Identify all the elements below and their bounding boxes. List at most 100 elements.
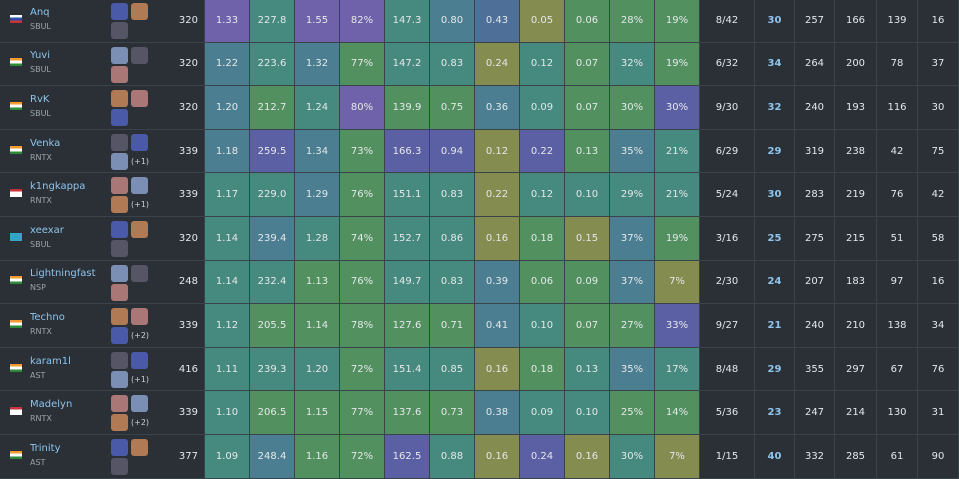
stat-cell: 0.71 bbox=[430, 304, 475, 347]
stat-cell: 1.32 bbox=[295, 42, 340, 86]
stat-cell: 0.83 bbox=[430, 173, 475, 216]
stat-cell: 139.9 bbox=[385, 86, 430, 129]
stat-cell: 29 bbox=[755, 129, 795, 173]
stat-cell: 0.36 bbox=[475, 86, 520, 129]
stat-cell: 30 bbox=[755, 0, 795, 42]
player-name: RvK bbox=[30, 93, 50, 105]
stat-cell: 75 bbox=[918, 129, 959, 173]
stat-cell: 285 bbox=[835, 435, 877, 478]
stat-cell: 72% bbox=[340, 435, 385, 478]
stat-cell: 51 bbox=[877, 217, 918, 260]
stat-cell: 0.15 bbox=[565, 217, 610, 260]
stat-cell: 0.06 bbox=[520, 260, 565, 304]
stat-cell: 19% bbox=[655, 0, 700, 42]
stat-cell: 0.94 bbox=[430, 129, 475, 173]
stat-cell: 0.10 bbox=[565, 173, 610, 216]
agent-icon bbox=[131, 439, 148, 456]
stat-cell: 35% bbox=[610, 129, 655, 173]
stat-cell: 61 bbox=[877, 435, 918, 478]
stat-cell: 1.15 bbox=[295, 391, 340, 434]
table-row: Madelyn RNTX (+2) 339 1.10 206.5 1.15 77% 137.6 0… bbox=[0, 391, 959, 435]
team-name: SBUL bbox=[30, 108, 51, 118]
agent-extra: (+2) bbox=[131, 331, 150, 341]
stat-cell: 0.09 bbox=[565, 260, 610, 304]
stat-cell: 0.80 bbox=[430, 0, 475, 42]
agent-icon bbox=[131, 351, 148, 369]
stat-cell: 320 bbox=[163, 42, 205, 86]
stat-cell: 29% bbox=[610, 173, 655, 216]
stat-cell: 0.85 bbox=[430, 347, 475, 391]
stat-cell: 210 bbox=[835, 304, 877, 347]
stat-cell: 90 bbox=[918, 435, 959, 478]
stat-cell: 21% bbox=[655, 129, 700, 173]
flag-icon bbox=[10, 101, 22, 110]
agent-extra: (+1) bbox=[131, 374, 150, 384]
stat-cell: 1.34 bbox=[295, 129, 340, 173]
stat-cell: 7% bbox=[655, 260, 700, 304]
stat-cell: 58 bbox=[918, 217, 959, 260]
team-name: SBUL bbox=[30, 21, 51, 31]
stat-cell: 1.18 bbox=[205, 129, 250, 173]
stat-cell: 1.12 bbox=[205, 304, 250, 347]
stat-cell: 16 bbox=[918, 260, 959, 304]
agent-icon bbox=[131, 90, 148, 108]
stat-cell: 8/42 bbox=[700, 0, 755, 42]
stat-cell: 19% bbox=[655, 42, 700, 86]
stat-cell: 40 bbox=[755, 435, 795, 478]
agent-icon bbox=[111, 133, 128, 151]
stat-cell: 27% bbox=[610, 304, 655, 347]
agent-icon bbox=[111, 177, 128, 195]
stat-cell: 72% bbox=[340, 347, 385, 391]
stat-cell: 0.39 bbox=[475, 260, 520, 304]
stat-cell: 0.18 bbox=[520, 217, 565, 260]
stat-cell: 73% bbox=[340, 129, 385, 173]
stat-cell: 166 bbox=[835, 0, 877, 42]
agent-icon bbox=[111, 221, 128, 238]
stat-cell: 0.16 bbox=[475, 217, 520, 260]
stat-cell: 0.05 bbox=[520, 0, 565, 42]
team-name: AST bbox=[30, 370, 46, 380]
stat-cell: 0.24 bbox=[475, 42, 520, 86]
flag-icon bbox=[10, 276, 22, 285]
stat-cell: 0.83 bbox=[430, 260, 475, 304]
stat-cell: 0.18 bbox=[520, 347, 565, 391]
team-name: RNTX bbox=[30, 196, 52, 206]
stat-cell: 37 bbox=[918, 42, 959, 86]
stat-cell: 147.2 bbox=[385, 42, 430, 86]
stat-cell: 0.10 bbox=[565, 391, 610, 434]
agent-icon bbox=[111, 22, 128, 39]
stat-cell: 232.4 bbox=[250, 260, 295, 304]
agent-icon bbox=[111, 196, 128, 214]
stat-cell: 0.12 bbox=[475, 129, 520, 173]
stat-cell: 151.1 bbox=[385, 173, 430, 216]
flag-icon bbox=[10, 232, 22, 241]
team-name: SBUL bbox=[30, 65, 51, 75]
stat-cell: 138 bbox=[877, 304, 918, 347]
stat-cell: 24 bbox=[755, 260, 795, 304]
stat-cell: 80% bbox=[340, 86, 385, 129]
table-row: karam1l AST (+1) 416 1.11 239.3 1.20 72% 151.4 0.… bbox=[0, 347, 959, 392]
agent-icon bbox=[111, 152, 128, 170]
table-row: Venka RNTX (+1) 339 1.18 259.5 1.34 73% 166.3 0.9… bbox=[0, 129, 959, 174]
agent-icon bbox=[111, 90, 128, 108]
stat-cell: 37% bbox=[610, 217, 655, 260]
stat-cell: 149.7 bbox=[385, 260, 430, 304]
stat-cell: 25% bbox=[610, 391, 655, 434]
table-row: Techno RNTX (+2) 339 1.12 205.5 1.14 78% 127.6 0.… bbox=[0, 304, 959, 348]
player-name: karam1l bbox=[30, 355, 71, 367]
player-name: Lightningfast bbox=[30, 268, 96, 280]
stat-cell: 78% bbox=[340, 304, 385, 347]
stat-cell: 377 bbox=[163, 435, 205, 478]
stat-cell: 319 bbox=[795, 129, 835, 173]
agent-icon bbox=[111, 3, 128, 20]
stat-cell: 219 bbox=[835, 173, 877, 216]
stat-cell: 0.38 bbox=[475, 391, 520, 434]
agent-icon bbox=[111, 327, 128, 345]
agent-icon bbox=[111, 458, 128, 475]
stat-cell: 339 bbox=[163, 173, 205, 216]
stat-cell: 33% bbox=[655, 304, 700, 347]
stat-cell: 214 bbox=[835, 391, 877, 434]
stat-cell: 139 bbox=[877, 0, 918, 42]
stat-cell: 239.4 bbox=[250, 217, 295, 260]
